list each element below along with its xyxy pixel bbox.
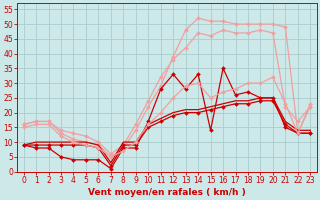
X-axis label: Vent moyen/en rafales ( km/h ): Vent moyen/en rafales ( km/h ) (88, 188, 246, 197)
